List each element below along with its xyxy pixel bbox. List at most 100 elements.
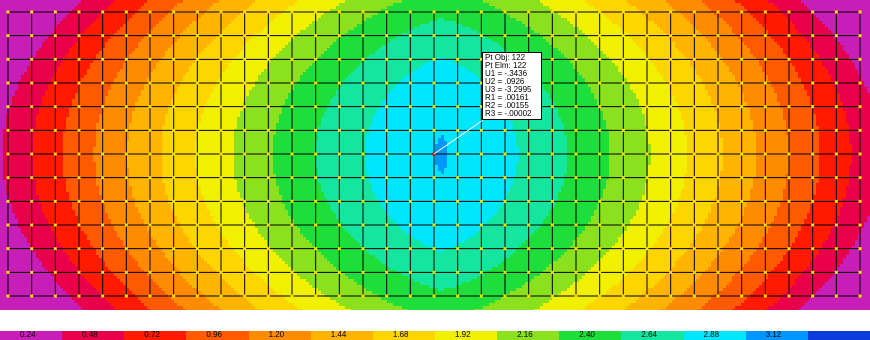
- mesh-node[interactable]: [172, 128, 176, 132]
- mesh-node[interactable]: [479, 270, 483, 274]
- mesh-node[interactable]: [385, 199, 389, 203]
- mesh-node[interactable]: [53, 270, 57, 274]
- mesh-node[interactable]: [314, 270, 318, 274]
- mesh-node[interactable]: [740, 105, 744, 109]
- mesh-node[interactable]: [6, 176, 10, 180]
- mesh-node[interactable]: [456, 294, 460, 298]
- mesh-node[interactable]: [621, 152, 625, 156]
- mesh-node[interactable]: [243, 176, 247, 180]
- mesh-node[interactable]: [148, 34, 152, 38]
- mesh-node[interactable]: [787, 176, 791, 180]
- mesh-node[interactable]: [527, 34, 531, 38]
- mesh-node[interactable]: [432, 57, 436, 61]
- mesh-node[interactable]: [692, 34, 696, 38]
- mesh-node[interactable]: [858, 128, 862, 132]
- mesh-node[interactable]: [787, 105, 791, 109]
- mesh-node[interactable]: [716, 223, 720, 227]
- mesh-node[interactable]: [456, 81, 460, 85]
- mesh-node[interactable]: [408, 270, 412, 274]
- mesh-node[interactable]: [669, 152, 673, 156]
- mesh-node[interactable]: [527, 223, 531, 227]
- mesh-node[interactable]: [787, 223, 791, 227]
- mesh-node[interactable]: [385, 176, 389, 180]
- mesh-node[interactable]: [598, 223, 602, 227]
- mesh-node[interactable]: [172, 105, 176, 109]
- mesh-node[interactable]: [550, 247, 554, 251]
- mesh-node[interactable]: [574, 176, 578, 180]
- mesh-node[interactable]: [77, 10, 81, 14]
- mesh-node[interactable]: [692, 105, 696, 109]
- mesh-node[interactable]: [243, 10, 247, 14]
- mesh-node[interactable]: [408, 294, 412, 298]
- mesh-node[interactable]: [266, 223, 270, 227]
- mesh-node[interactable]: [243, 223, 247, 227]
- mesh-node[interactable]: [337, 81, 341, 85]
- mesh-node[interactable]: [219, 247, 223, 251]
- mesh-node[interactable]: [77, 199, 81, 203]
- mesh-node[interactable]: [479, 247, 483, 251]
- mesh-node[interactable]: [432, 176, 436, 180]
- mesh-node[interactable]: [811, 81, 815, 85]
- mesh-node[interactable]: [172, 10, 176, 14]
- mesh-node[interactable]: [361, 57, 365, 61]
- mesh-node[interactable]: [290, 128, 294, 132]
- mesh-node[interactable]: [148, 10, 152, 14]
- mesh-node[interactable]: [361, 105, 365, 109]
- mesh-node[interactable]: [314, 294, 318, 298]
- mesh-node[interactable]: [621, 105, 625, 109]
- mesh-node[interactable]: [740, 10, 744, 14]
- mesh-node[interactable]: [101, 81, 105, 85]
- mesh-node[interactable]: [645, 10, 649, 14]
- mesh-node[interactable]: [834, 176, 838, 180]
- mesh-node[interactable]: [763, 105, 767, 109]
- mesh-node[interactable]: [408, 247, 412, 251]
- mesh-node[interactable]: [243, 247, 247, 251]
- mesh-node[interactable]: [148, 105, 152, 109]
- mesh-node[interactable]: [550, 10, 554, 14]
- mesh-node[interactable]: [550, 176, 554, 180]
- mesh-node[interactable]: [858, 247, 862, 251]
- mesh-node[interactable]: [550, 34, 554, 38]
- mesh-node[interactable]: [858, 152, 862, 156]
- mesh-node[interactable]: [385, 294, 389, 298]
- mesh-node[interactable]: [266, 294, 270, 298]
- mesh-node[interactable]: [408, 199, 412, 203]
- mesh-node[interactable]: [172, 247, 176, 251]
- mesh-node[interactable]: [692, 294, 696, 298]
- mesh-node[interactable]: [740, 128, 744, 132]
- mesh-node[interactable]: [148, 223, 152, 227]
- mesh-node[interactable]: [385, 57, 389, 61]
- mesh-node[interactable]: [858, 81, 862, 85]
- mesh-node[interactable]: [598, 34, 602, 38]
- mesh-node[interactable]: [645, 128, 649, 132]
- mesh-node[interactable]: [598, 105, 602, 109]
- mesh-node[interactable]: [716, 128, 720, 132]
- mesh-node[interactable]: [787, 57, 791, 61]
- mesh-node[interactable]: [337, 128, 341, 132]
- mesh-node[interactable]: [337, 270, 341, 274]
- mesh-node[interactable]: [456, 199, 460, 203]
- mesh-node[interactable]: [621, 10, 625, 14]
- mesh-node[interactable]: [314, 10, 318, 14]
- mesh-node[interactable]: [645, 152, 649, 156]
- mesh-node[interactable]: [432, 128, 436, 132]
- displacement-contour-view[interactable]: Pt Obj: 122 Pt Elm: 122 U1 = -.3436 U2 =…: [0, 0, 870, 310]
- mesh-node[interactable]: [787, 81, 791, 85]
- mesh-node[interactable]: [834, 10, 838, 14]
- mesh-node[interactable]: [858, 199, 862, 203]
- mesh-node[interactable]: [811, 270, 815, 274]
- mesh-node[interactable]: [479, 294, 483, 298]
- mesh-node[interactable]: [408, 152, 412, 156]
- mesh-node[interactable]: [574, 81, 578, 85]
- mesh-node[interactable]: [763, 34, 767, 38]
- mesh-node[interactable]: [124, 270, 128, 274]
- mesh-node[interactable]: [290, 270, 294, 274]
- mesh-node[interactable]: [77, 270, 81, 274]
- mesh-node[interactable]: [811, 10, 815, 14]
- mesh-node[interactable]: [219, 10, 223, 14]
- mesh-node[interactable]: [408, 128, 412, 132]
- mesh-node[interactable]: [361, 199, 365, 203]
- mesh-node[interactable]: [811, 223, 815, 227]
- mesh-node[interactable]: [456, 152, 460, 156]
- mesh-node[interactable]: [834, 57, 838, 61]
